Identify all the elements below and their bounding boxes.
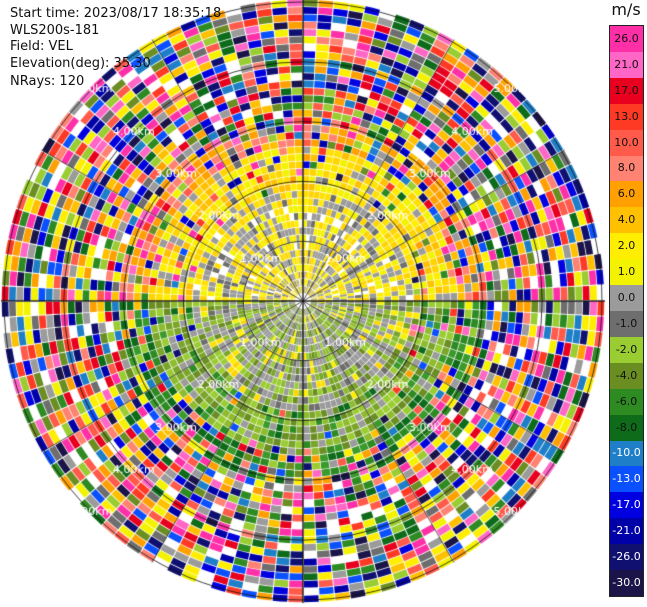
colorbar-tick-label: -2.0 — [615, 342, 638, 356]
colorbar-segment: 10.0 — [610, 129, 643, 156]
colorbar-segment: -10.0 — [610, 440, 643, 467]
colorbar-segment: -17.0 — [610, 492, 643, 519]
colorbar-tick-label: 13.0 — [614, 109, 639, 123]
colorbar-tick-label: 0.0 — [617, 291, 636, 305]
colorbar-tick-label: 17.0 — [614, 83, 639, 97]
colorbar-unit-label: m/s — [611, 0, 641, 19]
colorbar-segment: 17.0 — [610, 77, 643, 104]
colorbar-segment: -6.0 — [610, 388, 643, 415]
colorbar-tick-label: -8.0 — [615, 420, 638, 434]
colorbar-tick-label: 2.0 — [617, 239, 636, 253]
colorbar-segment: -30.0 — [610, 570, 643, 596]
colorbar-tick-label: -1.0 — [615, 316, 638, 330]
colorbar-tick-label: 8.0 — [617, 161, 636, 175]
colorbar-segment: 26.0 — [610, 26, 643, 52]
colorbar-tick-label: 10.0 — [614, 135, 639, 149]
colorbar-segment: 8.0 — [610, 155, 643, 182]
colorbar-segment: 6.0 — [610, 181, 643, 208]
colorbar-tick-label: -13.0 — [612, 472, 641, 486]
colorbar-segment: 4.0 — [610, 207, 643, 234]
colorbar-segment: -13.0 — [610, 466, 643, 493]
colorbar-segment: 13.0 — [610, 103, 643, 130]
colorbar-tick-label: 1.0 — [617, 265, 636, 279]
velocity-colorbar: 26.0 21.0 17.0 13.0 10.0 8.0 6.0 4.0 2.0 1.0 0.0 -1… — [609, 25, 644, 597]
colorbar-tick-label: 6.0 — [617, 187, 636, 201]
colorbar-segment: 2.0 — [610, 233, 643, 260]
colorbar-tick-label: -17.0 — [612, 498, 641, 512]
colorbar-tick-label: 4.0 — [617, 213, 636, 227]
colorbar-tick-label: -30.0 — [612, 575, 641, 589]
colorbar-tick-label: -10.0 — [612, 446, 641, 460]
colorbar-segment: 1.0 — [610, 259, 643, 286]
colorbar-tick-label: 21.0 — [614, 57, 639, 71]
colorbar-tick-label: -4.0 — [615, 368, 638, 382]
colorbar-segment: -8.0 — [610, 414, 643, 441]
colorbar-segment: -2.0 — [610, 336, 643, 363]
colorbar-segment: 21.0 — [610, 51, 643, 78]
colorbar-segment: -26.0 — [610, 544, 643, 571]
colorbar-segment: -21.0 — [610, 518, 643, 545]
colorbar-tick-label: -6.0 — [615, 394, 638, 408]
colorbar-tick-label: 26.0 — [614, 31, 639, 45]
colorbar-segment: -4.0 — [610, 362, 643, 389]
colorbar-tick-label: -21.0 — [612, 524, 641, 538]
colorbar-segment: -1.0 — [610, 310, 643, 337]
colorbar-tick-label: -26.0 — [612, 550, 641, 564]
colorbar-segment: 0.0 — [610, 285, 643, 311]
